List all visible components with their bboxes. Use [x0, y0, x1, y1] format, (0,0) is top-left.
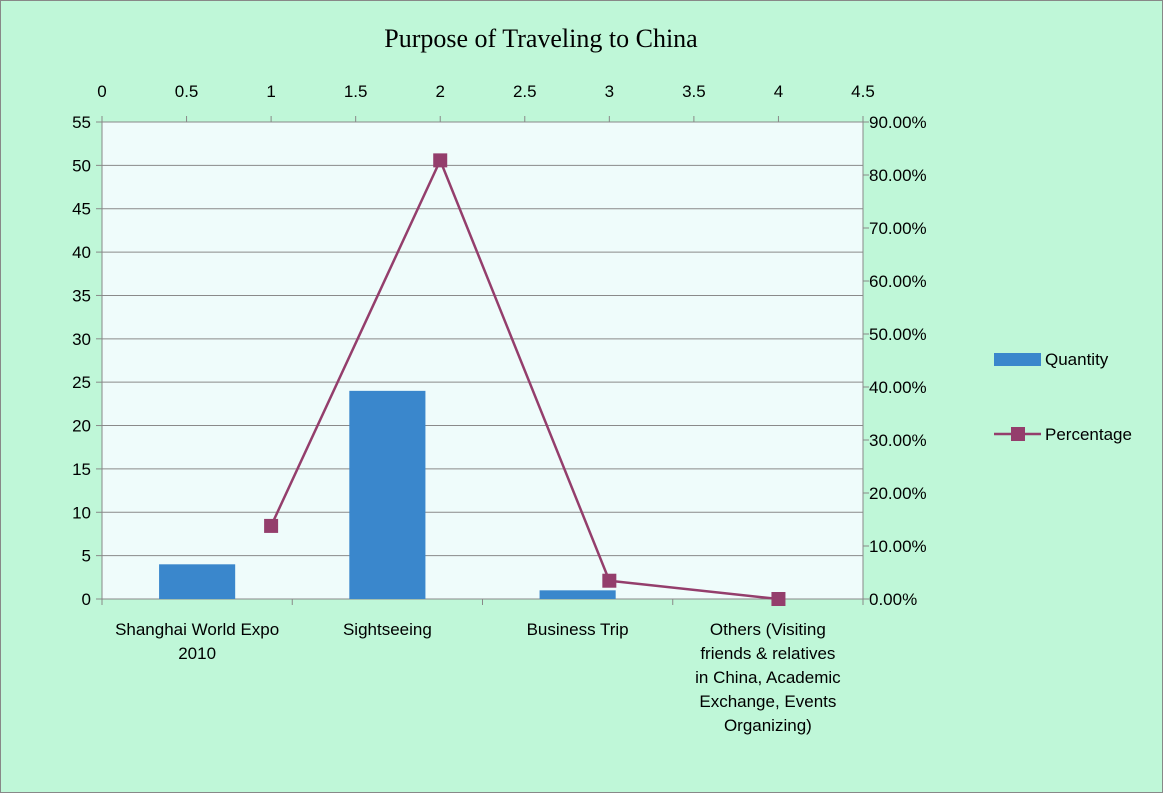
category-label: Shanghai World Expo 2010: [115, 620, 279, 663]
line-point: [602, 573, 617, 588]
legend: Quantity Percentage: [994, 350, 1132, 444]
top-axis-tick-label: 2: [435, 82, 444, 101]
left-axis-tick-label: 50: [72, 156, 91, 175]
right-axis-tick-label: 40.00%: [869, 378, 927, 397]
left-axis-tick-label: 25: [72, 373, 91, 392]
plot-area: [102, 122, 863, 599]
legend-swatch-percentage-marker: [1011, 427, 1025, 441]
top-axis-tick-label: 0.5: [175, 82, 199, 101]
top-axis-tick-label: 1: [266, 82, 275, 101]
top-axis-tick-label: 2.5: [513, 82, 537, 101]
left-axis-tick-label: 55: [72, 113, 91, 132]
line-series-percentage: [269, 157, 779, 601]
right-axis-tick-label: 60.00%: [869, 272, 927, 291]
top-axis-tick-label: 4.5: [851, 82, 875, 101]
top-axis-tick-label: 3.5: [682, 82, 706, 101]
label-layer: 05101520253035404550550.00%10.00%20.00%3…: [72, 82, 927, 735]
legend-swatch-quantity: [994, 353, 1041, 366]
axis-layer: [96, 116, 869, 605]
line-point: [433, 153, 448, 168]
top-axis-tick-label: 4: [774, 82, 783, 101]
category-label: Others (Visiting friends & relatives in Ch…: [695, 620, 841, 735]
left-axis-tick-label: 10: [72, 503, 91, 522]
category-label: Sightseeing: [343, 620, 432, 639]
right-axis-tick-label: 50.00%: [869, 325, 927, 344]
left-axis-tick-label: 15: [72, 460, 91, 479]
line-point: [264, 518, 279, 533]
right-axis-tick-label: 20.00%: [869, 484, 927, 503]
left-axis-tick-label: 20: [72, 417, 91, 436]
left-axis-tick-label: 45: [72, 200, 91, 219]
bar: [539, 590, 616, 599]
bar-layer: [159, 390, 616, 599]
right-axis-tick-label: 30.00%: [869, 431, 927, 450]
left-axis-tick-label: 5: [82, 547, 91, 566]
right-axis-tick-label: 70.00%: [869, 219, 927, 238]
left-axis-tick-label: 0: [82, 590, 91, 609]
right-axis-tick-label: 80.00%: [869, 166, 927, 185]
top-axis-tick-label: 3: [605, 82, 614, 101]
bar: [159, 564, 236, 599]
right-axis-tick-label: 0.00%: [869, 590, 917, 609]
bar: [349, 390, 426, 599]
left-axis-tick-label: 30: [72, 330, 91, 349]
left-axis-tick-label: 35: [72, 286, 91, 305]
chart-title: Purpose of Traveling to China: [384, 24, 698, 53]
legend-label-quantity: Quantity: [1045, 350, 1109, 369]
right-axis-tick-label: 10.00%: [869, 537, 927, 556]
left-axis-tick-label: 40: [72, 243, 91, 262]
top-axis-tick-label: 0: [97, 82, 106, 101]
line-point: [771, 592, 786, 606]
legend-label-percentage: Percentage: [1045, 425, 1132, 444]
line-layer: [264, 153, 786, 606]
top-axis-tick-label: 1.5: [344, 82, 368, 101]
right-axis-tick-label: 90.00%: [869, 113, 927, 132]
category-label: Business Trip: [527, 620, 629, 639]
